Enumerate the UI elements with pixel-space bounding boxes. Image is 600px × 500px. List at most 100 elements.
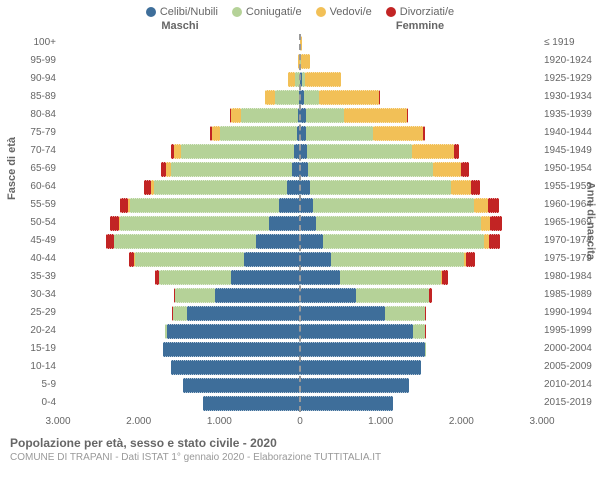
age-tick: 45-49 xyxy=(20,232,56,250)
bar-segment xyxy=(461,162,468,177)
footer: Popolazione per età, sesso e stato civil… xyxy=(0,430,600,463)
bar-segment xyxy=(488,198,499,213)
bar-segment xyxy=(167,324,300,339)
age-tick: 40-44 xyxy=(20,250,56,268)
birth-tick: 1980-1984 xyxy=(544,268,598,286)
bar-segment xyxy=(300,342,425,357)
bar-segment xyxy=(300,396,393,411)
bar-segment xyxy=(300,162,308,177)
legend-item: Coniugati/e xyxy=(232,6,302,18)
x-tick: 2.000 xyxy=(449,416,474,427)
female-half xyxy=(300,232,542,250)
bar-segment xyxy=(306,126,372,141)
bar-segment xyxy=(215,288,300,303)
bar-segment xyxy=(241,108,297,123)
gender-header: Maschi Femmine xyxy=(0,20,600,32)
bar-segment xyxy=(173,306,188,321)
female-half xyxy=(300,124,542,142)
bar-segment xyxy=(319,90,380,105)
birth-tick: 1995-1999 xyxy=(544,322,598,340)
age-tick: 65-69 xyxy=(20,160,56,178)
male-half xyxy=(58,214,300,232)
legend-swatch xyxy=(316,7,326,17)
x-tick: 1.000 xyxy=(368,416,393,427)
bar-segment xyxy=(301,54,311,69)
legend-label: Vedovi/e xyxy=(330,6,372,18)
age-tick: 5-9 xyxy=(20,376,56,394)
male-half xyxy=(58,124,300,142)
bar-segment xyxy=(300,216,316,231)
bar-segment xyxy=(110,216,119,231)
bar-segment xyxy=(171,162,292,177)
birth-tick: 1975-1979 xyxy=(544,250,598,268)
bar-segment xyxy=(451,180,471,195)
bar-segment xyxy=(306,108,345,123)
chart-subtitle: COMUNE DI TRAPANI - Dati ISTAT 1° gennai… xyxy=(10,452,590,463)
bar-segment xyxy=(275,90,299,105)
female-half xyxy=(300,358,542,376)
birth-tick: 1960-1964 xyxy=(544,196,598,214)
bar-segment xyxy=(181,144,294,159)
left-axis-title: Fasce di età xyxy=(6,137,18,200)
male-half xyxy=(58,340,300,358)
age-axis: 100+95-9990-9485-8980-8475-7970-7465-696… xyxy=(20,34,56,412)
bar-segment xyxy=(300,360,421,375)
age-tick: 20-24 xyxy=(20,322,56,340)
age-tick: 50-54 xyxy=(20,214,56,232)
bar-segment xyxy=(212,126,220,141)
bar-segment xyxy=(490,216,502,231)
bar-segment xyxy=(356,288,429,303)
age-tick: 95-99 xyxy=(20,52,56,70)
x-axis: 3.0002.0001.00001.0002.0003.000 xyxy=(58,416,542,430)
male-half xyxy=(58,250,300,268)
female-half xyxy=(300,268,542,286)
male-half xyxy=(58,268,300,286)
bar-segment xyxy=(106,234,114,249)
female-half xyxy=(300,340,542,358)
female-half xyxy=(300,34,542,52)
bar-segment xyxy=(413,324,425,339)
bar-segment xyxy=(265,90,275,105)
birth-tick: 1935-1939 xyxy=(544,106,598,124)
bar-segment xyxy=(474,198,488,213)
bar-segment xyxy=(300,198,313,213)
age-tick: 10-14 xyxy=(20,358,56,376)
bar-segment xyxy=(256,234,300,249)
birth-tick: 1970-1974 xyxy=(544,232,598,250)
bar-segment xyxy=(174,144,181,159)
female-half xyxy=(300,250,542,268)
bar-segment xyxy=(305,72,341,87)
legend-label: Celibi/Nubili xyxy=(160,6,218,18)
bar-segment xyxy=(471,180,480,195)
x-tick: 0 xyxy=(297,416,303,427)
age-tick: 55-59 xyxy=(20,196,56,214)
male-half xyxy=(58,286,300,304)
chart-area: 100+95-9990-9485-8980-8475-7970-7465-696… xyxy=(58,34,542,412)
x-tick: 3.000 xyxy=(529,416,554,427)
male-header: Maschi xyxy=(60,20,300,32)
age-tick: 90-94 xyxy=(20,70,56,88)
bar-segment xyxy=(300,378,409,393)
bar-segment xyxy=(466,252,475,267)
birth-tick: ≤ 1919 xyxy=(544,34,598,52)
bar-segment xyxy=(120,216,269,231)
bar-segment xyxy=(120,198,128,213)
bar-segment xyxy=(433,162,461,177)
bar-segment xyxy=(300,144,307,159)
bar-segment xyxy=(300,252,331,267)
bar-segment xyxy=(310,180,451,195)
bar-segment xyxy=(154,180,287,195)
bar-segment xyxy=(316,216,481,231)
legend-swatch xyxy=(232,7,242,17)
birth-tick: 1955-1959 xyxy=(544,178,598,196)
male-half xyxy=(58,178,300,196)
male-half xyxy=(58,196,300,214)
bar-segment xyxy=(231,270,300,285)
birth-tick: 1965-1969 xyxy=(544,214,598,232)
legend-item: Vedovi/e xyxy=(316,6,372,18)
bar-segment xyxy=(313,198,474,213)
female-half xyxy=(300,394,542,412)
bar-segment xyxy=(175,288,215,303)
center-line xyxy=(299,34,301,412)
female-half xyxy=(300,160,542,178)
